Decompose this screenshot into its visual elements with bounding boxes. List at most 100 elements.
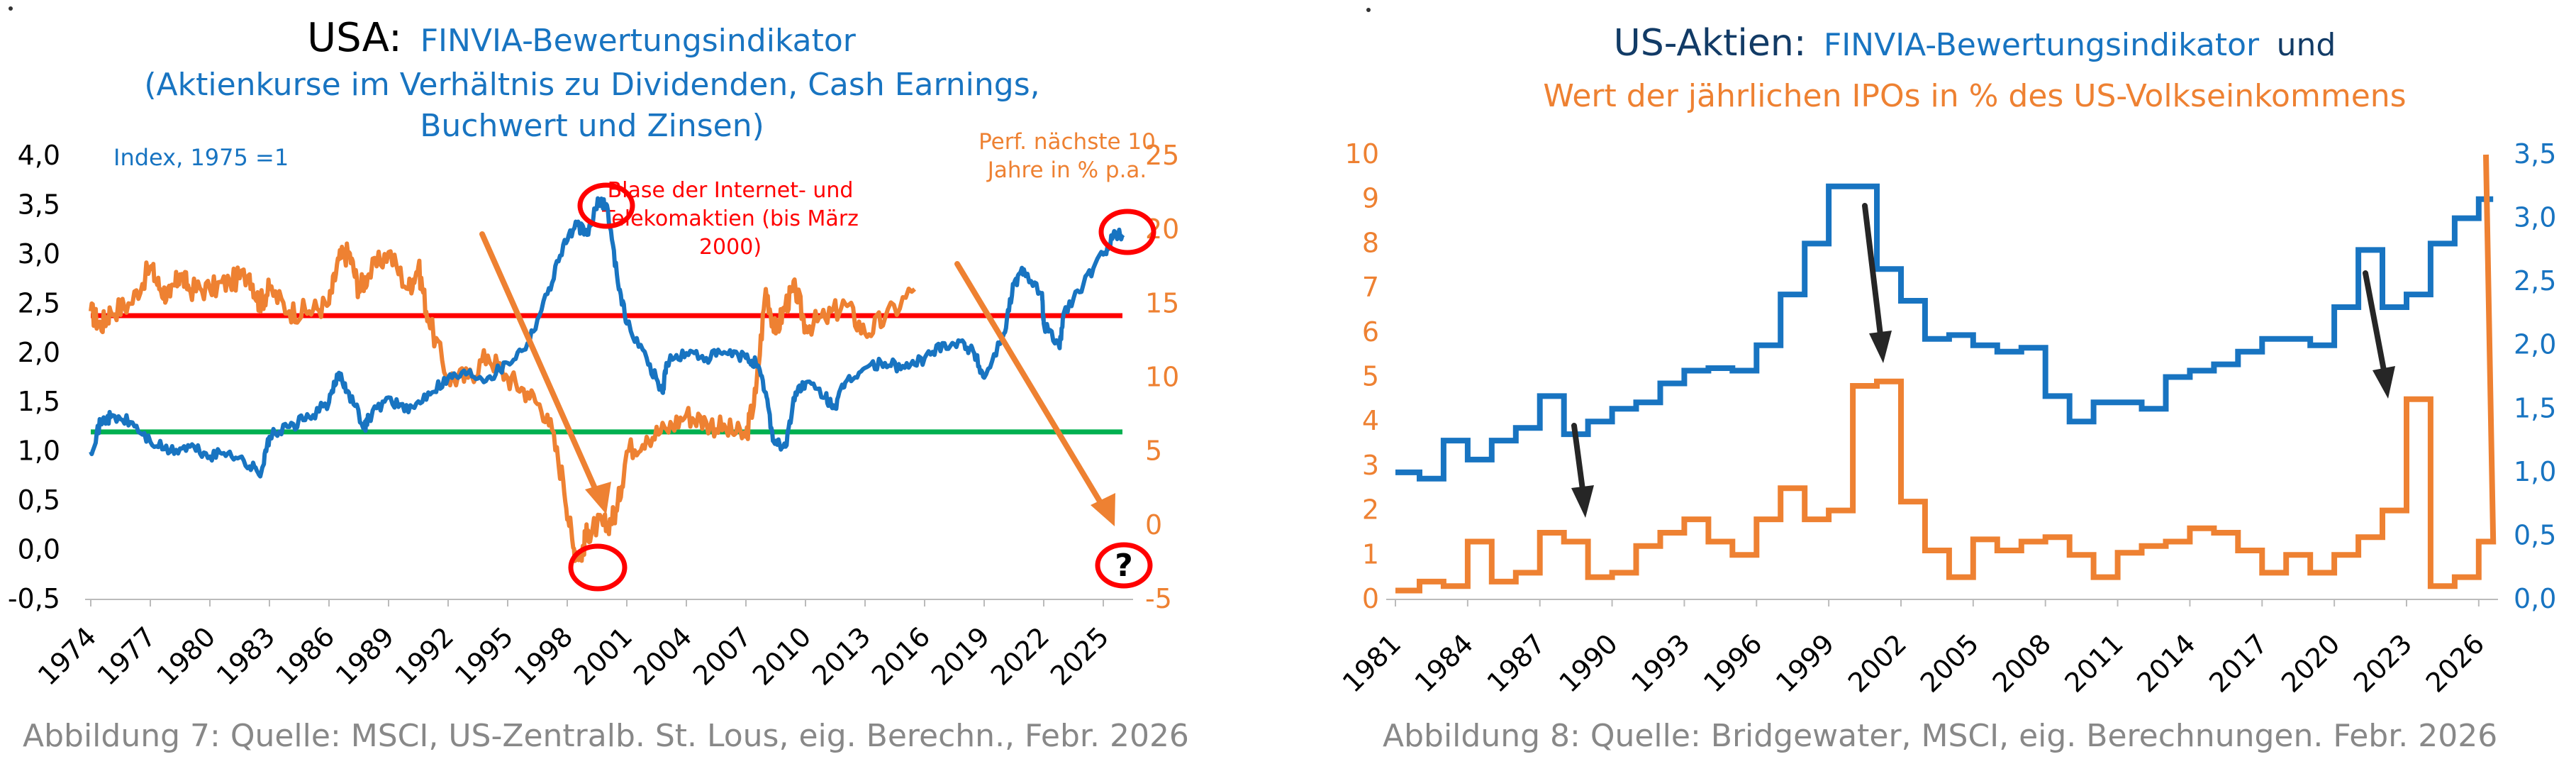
x-tick-label: 1996 [1697, 628, 1768, 699]
y-left-tick-label: 10 [1345, 138, 1379, 170]
x-tick-label: 1974 [32, 621, 103, 692]
x-tick-label: 2002 [1842, 628, 1913, 699]
y-left-tick-label: 1,0 [18, 436, 60, 467]
x-tick-label: 2014 [2131, 628, 2202, 699]
y-right-tick-label: 25 [1145, 140, 1179, 171]
x-tick-label: 1992 [389, 621, 460, 692]
chart1-subtitle-1: (Aktienkurse im Verhältnis zu Dividenden… [144, 67, 1039, 103]
chart-left-usa: USA: FINVIA-Bewertungsindikator (Aktienk… [8, 15, 1189, 754]
x-tick-label: 2007 [687, 621, 758, 692]
y-left-tick-label: 6 [1362, 316, 1379, 348]
x-tick-label: 2004 [628, 621, 698, 692]
y-left-tick-label: 2 [1362, 494, 1379, 526]
chart1-arrow-bubble [479, 231, 611, 514]
x-tick-label: 2023 [2348, 628, 2419, 699]
y-left-tick-label: 1 [1362, 538, 1379, 570]
y-left-tick-label: 1,5 [18, 386, 60, 417]
x-tick-label: 2017 [2203, 628, 2274, 699]
chart1-title-usa: USA: [307, 15, 402, 61]
y-left-tick-label: 0,5 [18, 484, 60, 516]
y-left-tick-label: 3,5 [18, 189, 60, 220]
y-right-tick-label: 2,0 [2514, 329, 2556, 360]
x-tick-label: 1990 [1553, 628, 1624, 699]
chart2-title-tail: und [2277, 27, 2336, 63]
y-left-tick-label: 2,0 [18, 337, 60, 368]
y-left-tick-label: 2,5 [18, 287, 60, 319]
y-right-tick-label: 3,0 [2514, 202, 2556, 233]
x-tick-label: 2022 [985, 621, 1056, 692]
x-tick-label: 1980 [151, 621, 222, 692]
x-tick-label: 1981 [1337, 628, 1407, 699]
x-tick-label: 1977 [91, 621, 162, 692]
y-right-tick-label: 3,5 [2514, 138, 2556, 170]
y-right-tick-label: 5 [1145, 436, 1162, 467]
x-tick-label: 1987 [1481, 628, 1552, 699]
chart1-circle-bubble-top [577, 182, 635, 229]
chart1-right-axis-label-2: Jahre in % p.a. [986, 157, 1147, 183]
chart1-subtitle-2: Buchwert und Zinsen) [420, 108, 764, 144]
y-right-tick-label: 2,5 [2514, 265, 2556, 297]
y-left-tick-label: -0,5 [8, 583, 60, 614]
chart1-annotation-2: Telekomaktien (bis März [601, 206, 859, 231]
chart2-title: US-Aktien: FINVIA-Bewertungsindikator un… [1614, 22, 2336, 65]
x-tick-label: 1989 [330, 621, 401, 692]
chart1-caption: Abbildung 7: Quelle: MSCI, US-Zentralb. … [23, 718, 1189, 754]
y-right-tick-label: 15 [1145, 287, 1179, 319]
y-left-tick-label: 0,0 [18, 534, 60, 565]
chart2-right-ticks: 3,5 3,0 2,5 2,0 1,5 1,0 0,5 0,0 [2514, 138, 2556, 614]
chart1-right-axis-label-1: Perf. nächste 10 [978, 129, 1156, 155]
chart2-series [1395, 154, 2497, 594]
chart1-circle-question [1095, 542, 1153, 589]
x-tick-label: 1983 [211, 621, 281, 692]
x-tick-label: 1984 [1409, 628, 1480, 699]
chart1-x-ticks: 1974197719801983198619891992199519982001… [32, 599, 1115, 692]
y-left-tick-label: 5 [1362, 361, 1379, 392]
chart2-arrow-2000 [1862, 203, 1892, 363]
x-tick-label: 2008 [1987, 628, 2058, 699]
y-right-tick-label: 0,5 [2514, 519, 2556, 550]
corner-dot-right [1366, 8, 1371, 12]
y-right-tick-label: 1,0 [2514, 456, 2556, 487]
y-left-tick-label: 4,0 [18, 140, 60, 171]
chart1-left-ticks: 4,0 3,5 3,0 2,5 2,0 1,5 1,0 0,5 0,0 -0,5 [8, 140, 60, 614]
chart2-title-highlight: FINVIA-Bewertungsindikator [1824, 27, 2260, 63]
y-left-tick-label: 7 [1362, 272, 1379, 303]
y-left-tick-label: 0 [1362, 583, 1379, 614]
chart2-subtitle: Wert der jährlichen IPOs in % des US-Vol… [1543, 78, 2406, 114]
chart1-series [89, 196, 1125, 563]
y-right-tick-label: -5 [1145, 583, 1172, 614]
x-tick-label: 1986 [270, 621, 341, 692]
x-tick-label: 2020 [2275, 628, 2346, 699]
x-tick-label: 1995 [449, 621, 520, 692]
chart2-x-ticks: 1981 1984 1987 1990 1993 1996 1999 2002 2005 2008… [1337, 599, 2490, 699]
x-tick-label: 1999 [1770, 628, 1841, 699]
chart1-left-axis-label: Index, 1975 =1 [113, 144, 289, 171]
y-left-tick-label: 3,0 [18, 238, 60, 270]
corner-dot-left [9, 6, 13, 11]
series-valuation-line [89, 196, 1125, 479]
x-tick-label: 2010 [747, 621, 818, 692]
chart-right-us-aktien: US-Aktien: FINVIA-Bewertungsindikator un… [1337, 22, 2557, 754]
y-right-tick-label: 1,5 [2514, 392, 2556, 423]
chart1-annotation-3: 2000) [699, 235, 762, 260]
chart1-question-mark: ? [1115, 548, 1133, 584]
chart1-arrow-future [954, 261, 1115, 526]
x-tick-label: 2026 [2420, 628, 2491, 699]
chart2-title-us-aktien: US-Aktien: [1614, 22, 1807, 65]
chart1-reference-lines [91, 313, 1122, 435]
chart2-arrow-1987 [1571, 423, 1594, 518]
x-tick-label: 1998 [508, 621, 579, 692]
x-tick-label: 1993 [1625, 628, 1696, 699]
chart2-arrow-2022 [2363, 270, 2395, 399]
x-tick-label: 2005 [1914, 628, 1985, 699]
chart1-annotation-1: Blase der Internet- und [608, 178, 854, 203]
chart1-title-highlight: FINVIA-Bewertungsindikator [420, 23, 857, 59]
y-left-tick-label: 9 [1362, 183, 1379, 214]
y-right-tick-label: 0,0 [2514, 583, 2556, 614]
chart1-circle-current [1098, 209, 1156, 255]
x-tick-label: 2016 [866, 621, 937, 692]
x-tick-label: 2025 [1044, 621, 1115, 692]
y-left-tick-label: 4 [1362, 405, 1379, 436]
